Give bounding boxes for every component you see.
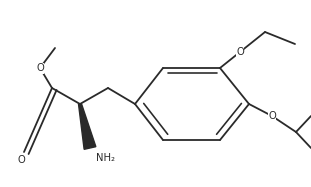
Text: O: O: [268, 111, 276, 121]
Polygon shape: [79, 104, 96, 149]
Text: O: O: [36, 63, 44, 73]
Text: NH₂: NH₂: [96, 153, 115, 163]
Text: O: O: [236, 47, 244, 57]
Text: O: O: [17, 155, 25, 165]
